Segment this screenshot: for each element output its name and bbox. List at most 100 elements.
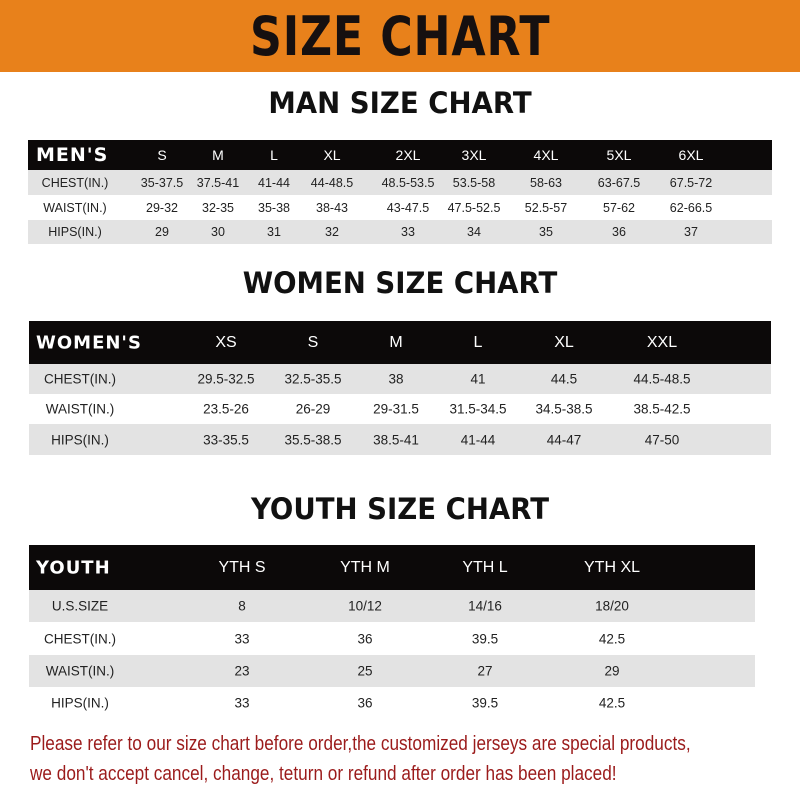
size-column-header: XL	[554, 333, 574, 351]
main-title: SIZE CHART	[249, 4, 551, 68]
size-column-header: M	[389, 333, 403, 351]
measurement-value: 42.5	[598, 631, 626, 646]
measurement-value: 37.5-41	[196, 175, 240, 190]
measurement-value: 39.5	[471, 631, 499, 646]
measurement-value: 47.5-52.5	[447, 200, 501, 215]
measurement-value: 57-62	[603, 200, 635, 215]
measurement-value: 10/12	[348, 598, 382, 614]
size-column-header: L	[473, 333, 483, 351]
measurement-value: 25	[357, 663, 373, 679]
measurement-value: 33	[401, 225, 415, 239]
measurement-value: 58-63	[530, 175, 562, 190]
measurement-value: 35-37.5	[140, 175, 184, 190]
size-chart-banner: SIZE CHART	[0, 0, 800, 72]
measurement-value: 33	[234, 695, 250, 710]
size-column-header: YTH L	[462, 558, 508, 576]
measurement-value: 23	[234, 663, 250, 679]
size-column-header: S	[307, 333, 319, 351]
measurement-label: CHEST(IN.)	[44, 631, 116, 646]
measurement-value: 23.5-26	[203, 401, 249, 417]
size-column-header: 2XL	[395, 147, 421, 163]
youth-size-table: YOUTH YTH S YTH M YTH L YTH XL U.S.SIZE 8 10/12…	[29, 545, 755, 718]
table-row: HIPS(IN.) 33 36 39.5 42.5	[29, 687, 755, 718]
measurement-label: HIPS(IN.)	[51, 695, 109, 710]
size-column-header: XXL	[646, 333, 678, 351]
size-column-header: XS	[215, 333, 237, 351]
measurement-value: 42.5	[598, 695, 626, 710]
measurement-value: 29.5-32.5	[197, 371, 255, 387]
measurement-value: 52.5-57	[524, 200, 568, 215]
measurement-value: 34.5-38.5	[535, 401, 593, 417]
table-header-row: WOMEN'S XS S M L XL XXL	[29, 321, 771, 364]
measurement-value: 14/16	[468, 598, 502, 614]
measurement-label: U.S.SIZE	[51, 598, 109, 614]
measurement-value: 29-31.5	[373, 401, 419, 417]
measurement-label: CHEST(IN.)	[41, 175, 109, 190]
size-column-header: M	[212, 147, 224, 163]
table-row: HIPS(IN.) 29 30 31 32 33 34 35 36 37	[28, 220, 772, 244]
measurement-label: CHEST(IN.)	[44, 371, 116, 387]
measurement-value: 18/20	[595, 598, 629, 614]
measurement-value: 67.5-72	[669, 175, 713, 190]
measurement-value: 35.5-38.5	[284, 432, 342, 447]
table-row: CHEST(IN.) 29.5-32.5 32.5-35.5 38 41 44.5 44.5…	[29, 364, 771, 394]
size-column-header: YTH M	[340, 558, 390, 576]
measurement-value: 27	[477, 663, 493, 679]
youth-section-title: YOUTH SIZE CHART	[250, 492, 550, 526]
measurement-value: 8	[238, 598, 246, 614]
measurement-value: 39.5	[471, 695, 499, 710]
measurement-value: 31	[267, 225, 281, 239]
women-size-table: WOMEN'S XS S M L XL XXL CHEST(IN.) 29.5-32.5 32.5…	[29, 321, 771, 455]
measurement-value: 36	[357, 631, 373, 646]
table-row: CHEST(IN.) 35-37.5 37.5-41 41-44 44-48.5 48.5…	[28, 170, 772, 195]
table-row: WAIST(IN.) 23.5-26 26-29 29-31.5 31.5-34.5 34…	[29, 394, 771, 424]
measurement-value: 32	[325, 225, 339, 239]
measurement-value: 26-29	[295, 401, 331, 417]
measurement-value: 31.5-34.5	[449, 401, 507, 417]
table-header-row: YOUTH YTH S YTH M YTH L YTH XL	[29, 545, 755, 590]
table-row: U.S.SIZE 8 10/12 14/16 18/20	[29, 590, 755, 622]
table-category-label: WOMEN'S	[36, 332, 142, 353]
size-column-header: XL	[323, 147, 341, 163]
size-column-header: L	[270, 147, 278, 163]
table-row: HIPS(IN.) 33-35.5 35.5-38.5 38.5-41 41-44 44-…	[29, 424, 771, 455]
measurement-value: 36	[612, 225, 626, 239]
size-column-header: 6XL	[678, 147, 704, 163]
measurement-value: 47-50	[644, 432, 680, 447]
measurement-value: 29	[155, 225, 169, 239]
table-category-label: YOUTH	[36, 557, 111, 578]
table-row: WAIST(IN.) 29-32 32-35 35-38 38-43 43-47.5 47.…	[28, 195, 772, 220]
measurement-value: 38.5-41	[373, 432, 419, 447]
measurement-value: 44.5	[550, 371, 578, 387]
measurement-value: 63-67.5	[597, 175, 641, 190]
measurement-value: 35-38	[258, 200, 290, 215]
measurement-value: 33-35.5	[203, 432, 249, 447]
size-column-header: S	[157, 147, 167, 163]
measurement-value: 33	[234, 631, 250, 646]
measurement-value: 32.5-35.5	[284, 371, 342, 387]
measurement-value: 43-47.5	[386, 200, 430, 215]
size-column-header: 4XL	[533, 147, 559, 163]
size-column-header: YTH S	[218, 558, 266, 576]
table-row: CHEST(IN.) 33 36 39.5 42.5	[29, 622, 755, 655]
measurement-value: 38-43	[316, 200, 348, 215]
measurement-label: WAIST(IN.)	[45, 401, 115, 417]
men-section-title: MAN SIZE CHART	[268, 86, 532, 120]
measurement-label: HIPS(IN.)	[51, 432, 109, 447]
size-column-header: 3XL	[461, 147, 487, 163]
measurement-label: WAIST(IN.)	[45, 663, 115, 679]
measurement-value: 48.5-53.5	[381, 175, 435, 190]
measurement-value: 41-44	[460, 432, 496, 447]
measurement-value: 30	[211, 225, 225, 239]
measurement-value: 36	[357, 695, 373, 710]
measurement-value: 44-47	[546, 432, 582, 447]
measurement-value: 35	[539, 225, 553, 239]
measurement-value: 38.5-42.5	[633, 401, 691, 417]
measurement-value: 62-66.5	[669, 200, 713, 215]
measurement-value: 37	[684, 225, 698, 239]
size-column-header: YTH XL	[583, 558, 641, 576]
measurement-label: WAIST(IN.)	[43, 200, 107, 215]
measurement-value: 29	[604, 663, 620, 679]
measurement-value: 34	[467, 225, 481, 239]
notice-line-1: Please refer to our size chart before or…	[30, 733, 691, 755]
